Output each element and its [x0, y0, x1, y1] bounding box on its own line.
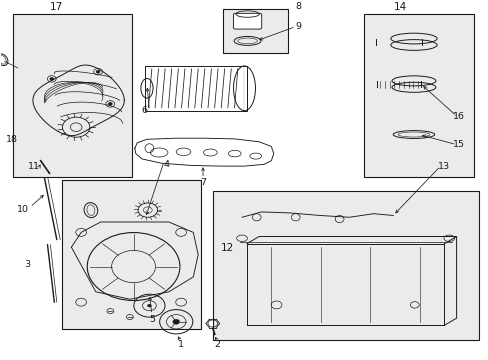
- Text: 18: 18: [5, 135, 18, 144]
- Text: 10: 10: [17, 204, 29, 213]
- Text: 7: 7: [200, 178, 205, 187]
- Text: 9: 9: [295, 22, 301, 31]
- Text: 16: 16: [452, 112, 464, 121]
- Text: 3: 3: [24, 260, 31, 269]
- Bar: [13, 14, 132, 177]
- Text: 12: 12: [221, 243, 234, 253]
- Text: 5: 5: [148, 315, 155, 324]
- Text: 11: 11: [28, 162, 40, 171]
- Bar: [212, 191, 478, 339]
- Text: 14: 14: [393, 2, 407, 12]
- Text: 17: 17: [50, 2, 63, 12]
- Text: 8: 8: [295, 3, 301, 12]
- Circle shape: [108, 103, 112, 105]
- Circle shape: [172, 319, 179, 324]
- FancyBboxPatch shape: [233, 13, 261, 29]
- Text: 13: 13: [437, 162, 449, 171]
- Bar: [61, 180, 200, 329]
- Text: 6: 6: [141, 106, 147, 115]
- Circle shape: [50, 77, 54, 80]
- Circle shape: [147, 304, 151, 307]
- Bar: [144, 66, 246, 111]
- Bar: [222, 9, 288, 53]
- Text: 1: 1: [178, 341, 184, 350]
- Text: 2: 2: [214, 341, 220, 350]
- Circle shape: [96, 70, 100, 73]
- Text: 4: 4: [163, 160, 169, 169]
- Bar: [363, 14, 473, 177]
- Text: 15: 15: [452, 140, 464, 149]
